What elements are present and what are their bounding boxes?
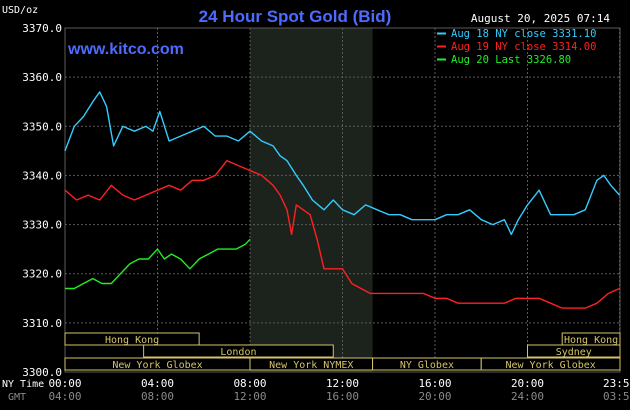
y-tick-label: 3350.0 [22, 120, 62, 133]
gmt-tick: 24:00 [511, 390, 544, 403]
ny-time-tick: 16:00 [418, 377, 451, 390]
ny-time-tick: 00:00 [48, 377, 81, 390]
legend-entry-1: Aug 18 NY close 3331.10 [451, 28, 596, 40]
y-axis-label: USD/oz [2, 5, 38, 16]
series-lines [64, 91, 621, 309]
y-tick-label: 3310.0 [22, 317, 62, 330]
session-bar [64, 332, 200, 346]
y-tick-label: 3370.0 [22, 22, 62, 35]
gmt-tick: 03:59 [603, 390, 630, 403]
y-tick-label: 3360.0 [22, 71, 62, 84]
y-axis-ticks: 3300.0 3310.0 3320.0 3330.0 3340.0 3350.0 3360… [22, 22, 62, 379]
plot-border [64, 27, 621, 373]
gmt-tick: 16:00 [326, 390, 359, 403]
series-line-2 [64, 160, 620, 309]
session-bar [527, 344, 621, 358]
y-tick-label: 3330.0 [22, 219, 62, 232]
ny-time-tick: 23:59 [603, 377, 630, 390]
x-axis-ticks: 00:0004:0004:0008:0008:0012:0012:0016:00… [48, 377, 630, 403]
y-tick-label: 3320.0 [22, 268, 62, 281]
session-label: New York Globex [505, 360, 595, 371]
session-label: London [220, 347, 256, 358]
session-label: New York Globex [112, 360, 202, 371]
grid-lines [64, 27, 621, 373]
ny-time-tick: 20:00 [511, 377, 544, 390]
session-label: Hong Kong [105, 335, 159, 346]
market-sessions: Hong Kong Hong Kong London Sydney New York G… [64, 332, 621, 371]
session-label: Hong Kong [564, 335, 618, 346]
date-stamp: August 20, 2025 07:14 [471, 12, 610, 25]
site-watermark: www.kitco.com [67, 41, 184, 58]
gmt-tick: 08:00 [141, 390, 174, 403]
ny-time-tick: 04:00 [141, 377, 174, 390]
series-line-1 [64, 91, 621, 236]
legend-entry-2: Aug 19 NY close 3314.00 [451, 41, 596, 53]
gmt-row-label: GMT [8, 392, 26, 403]
ny-time-row-label: NY Time [2, 379, 44, 390]
session-bar [143, 344, 334, 358]
ny-time-tick: 12:00 [326, 377, 359, 390]
gmt-tick: 12:00 [233, 390, 266, 403]
legend-entry-3: Aug 20 Last 3326.80 [451, 54, 571, 66]
session-bar [480, 357, 621, 371]
y-tick-label: 3300.0 [22, 366, 62, 379]
gmt-tick: 20:00 [418, 390, 451, 403]
session-label: NY Globex [400, 360, 454, 371]
chart-title: 24 Hour Spot Gold (Bid) [199, 7, 392, 26]
session-label: Sydney [556, 347, 592, 358]
ny-time-tick: 08:00 [233, 377, 266, 390]
gmt-tick: 04:00 [48, 390, 81, 403]
series-line-3 [65, 238, 251, 290]
nymex-session-shade [250, 28, 373, 372]
session-label: New York NYMEX [269, 360, 353, 371]
y-tick-label: 3340.0 [22, 169, 62, 182]
